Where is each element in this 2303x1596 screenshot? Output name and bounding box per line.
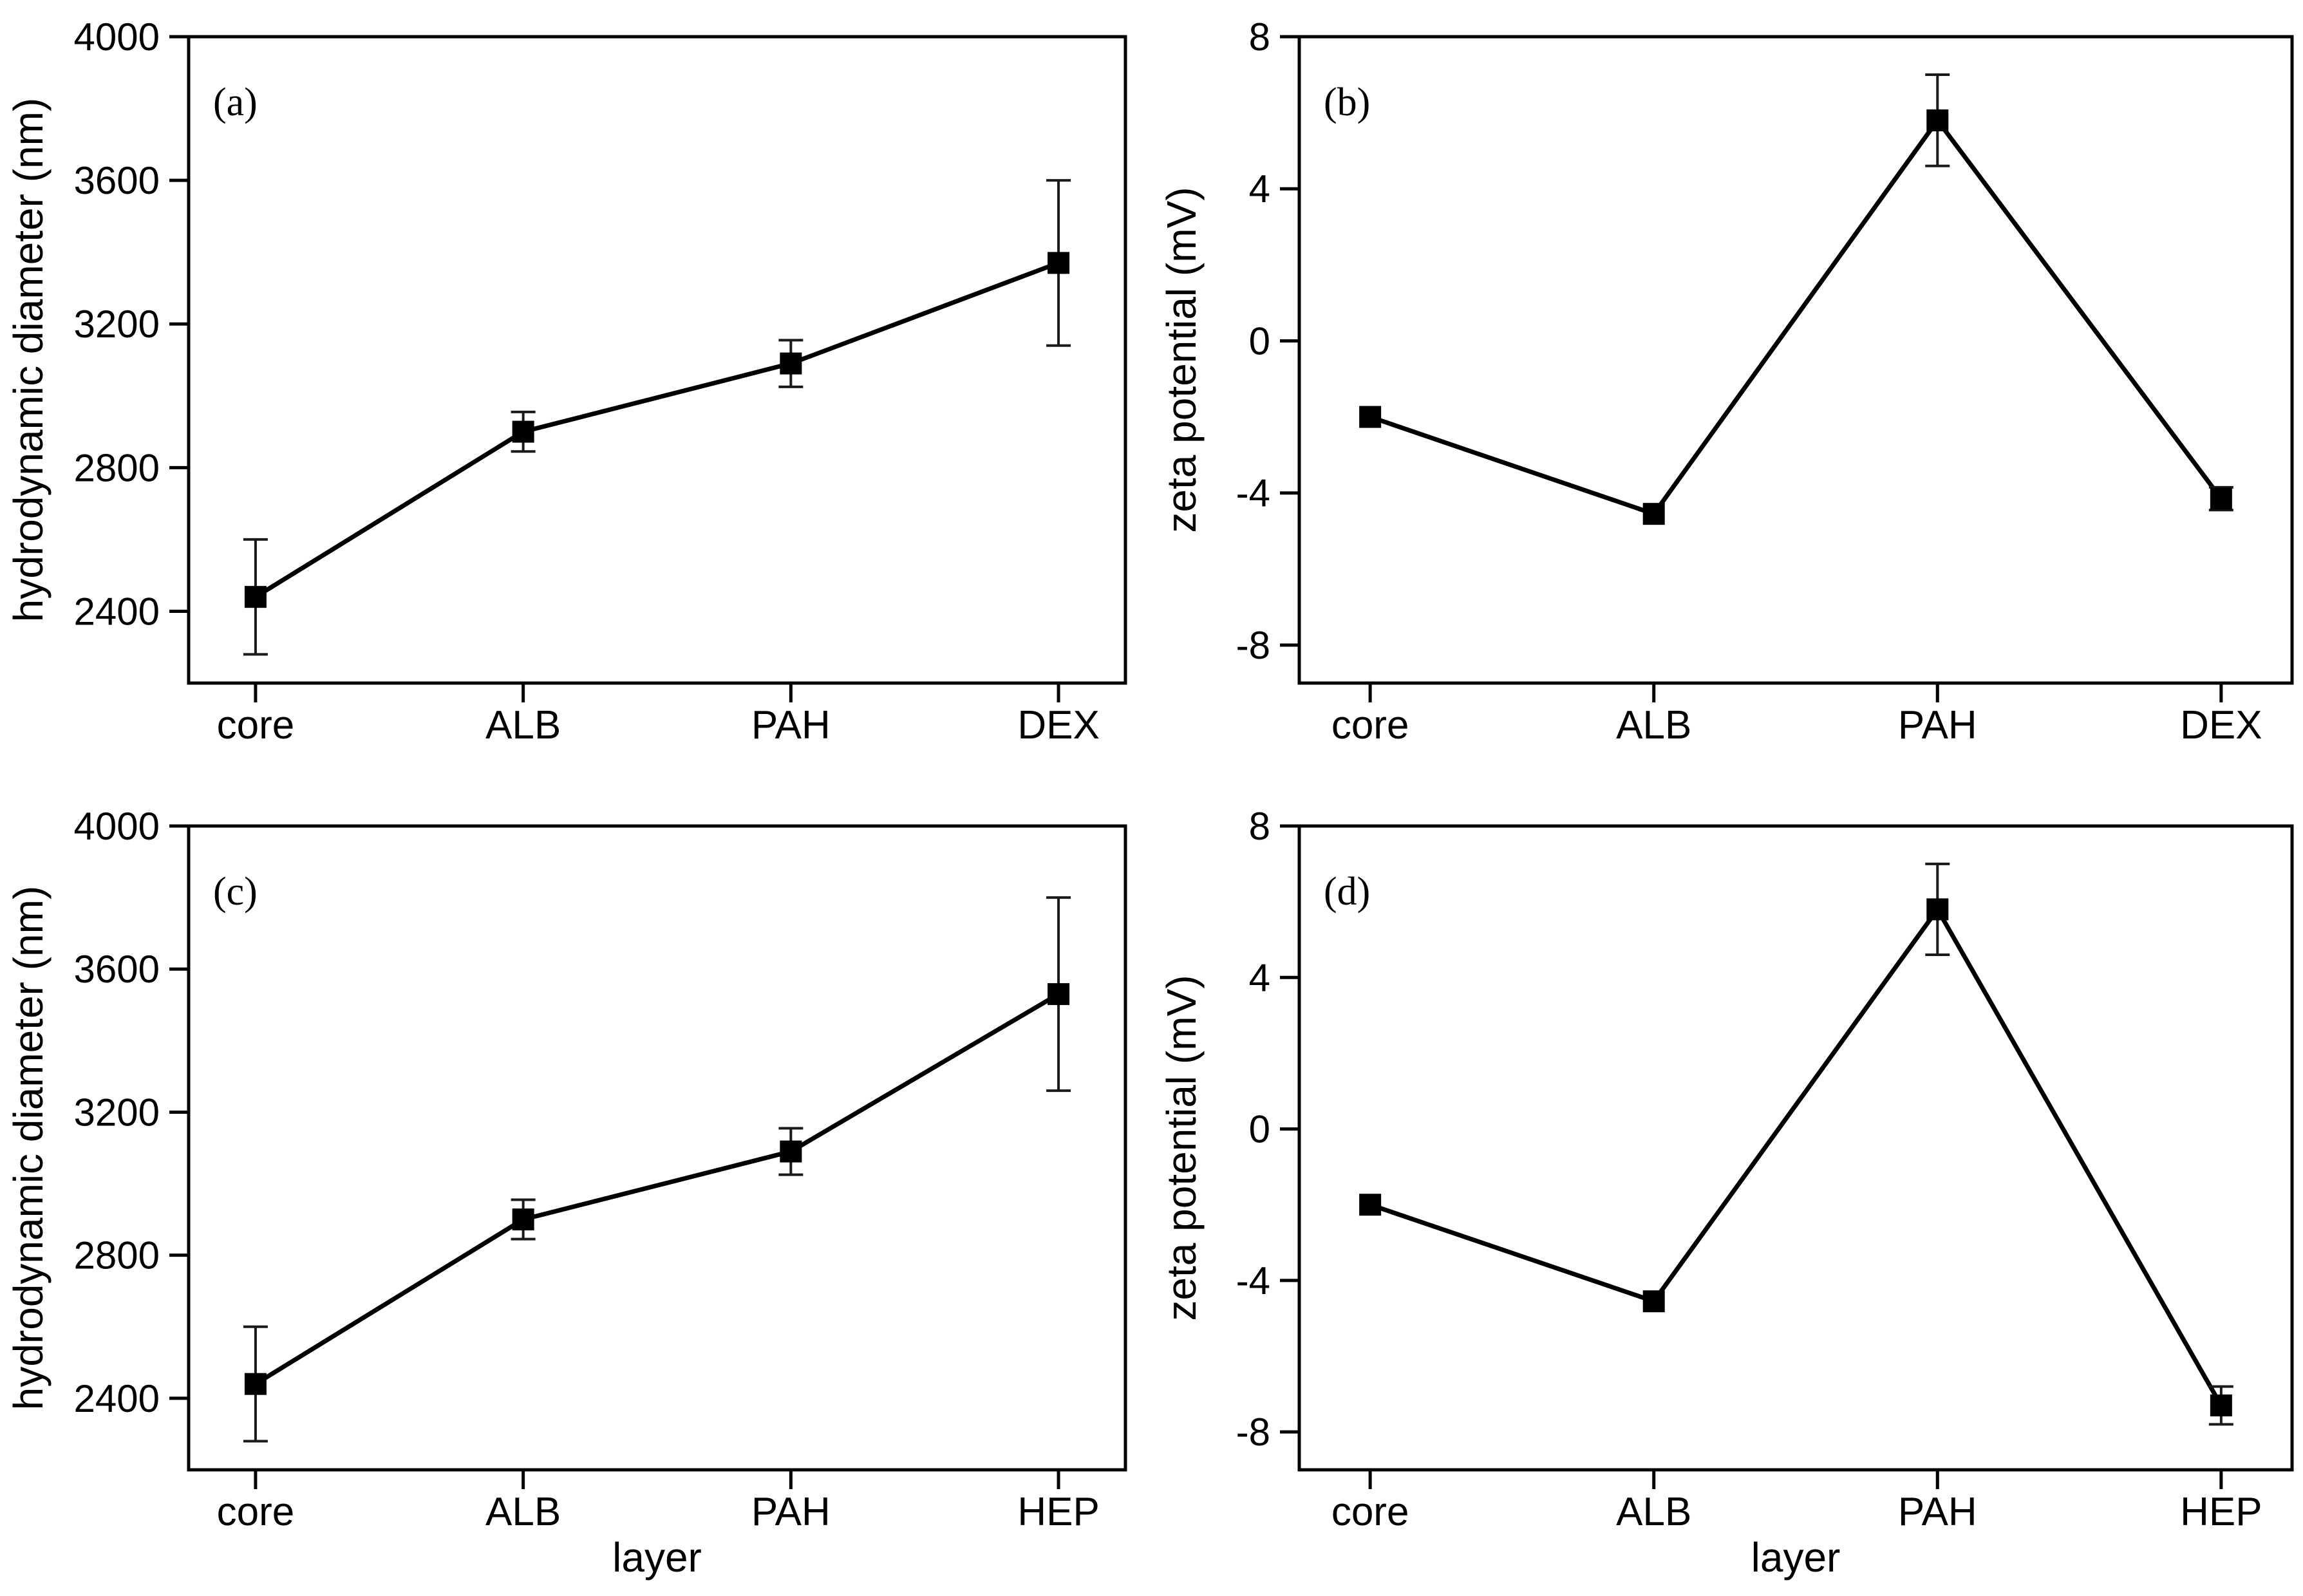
data-point-DEX bbox=[2210, 487, 2232, 510]
x-tick-label: ALB bbox=[485, 1490, 561, 1534]
y-tick-label: -4 bbox=[1236, 472, 1270, 515]
y-tick-label: 3200 bbox=[74, 1091, 160, 1134]
plot-frame bbox=[187, 824, 1127, 1472]
y-tick-label: 2400 bbox=[74, 590, 160, 633]
x-tick-label: ALB bbox=[485, 703, 561, 747]
y-tick-label: 0 bbox=[1249, 1108, 1270, 1151]
data-point-HEP bbox=[1048, 983, 1070, 1006]
data-line bbox=[1369, 117, 2223, 517]
data-point-core bbox=[1359, 406, 1382, 428]
y-tick-label: 2400 bbox=[74, 1377, 160, 1420]
data-point-core bbox=[244, 1373, 267, 1395]
y-tick-label: 2800 bbox=[74, 446, 160, 489]
y-axis-title: hydrodynamic diameter (nm) bbox=[5, 886, 52, 1411]
x-tick-label: PAH bbox=[751, 1490, 831, 1534]
x-tick-label: PAH bbox=[1898, 1490, 1977, 1534]
data-point-ALB bbox=[512, 1208, 534, 1231]
x-tick-label: core bbox=[217, 1490, 295, 1534]
y-tick-label: 3600 bbox=[74, 948, 160, 991]
data-point-core bbox=[1359, 1194, 1382, 1216]
y-axis-title: zeta potential (mV) bbox=[1158, 975, 1205, 1320]
y-tick-label: 4 bbox=[1249, 956, 1270, 999]
x-tick-label: core bbox=[217, 703, 295, 747]
y-tick-label: 0 bbox=[1249, 319, 1270, 362]
data-point-PAH bbox=[1926, 109, 1949, 131]
y-tick-label: 4 bbox=[1249, 167, 1270, 211]
y-tick-label: -8 bbox=[1236, 624, 1270, 667]
data-point-PAH bbox=[780, 1140, 802, 1163]
data-point-ALB bbox=[1642, 1290, 1665, 1313]
y-tick-label: 8 bbox=[1249, 805, 1270, 848]
panel-letter: (b) bbox=[1324, 80, 1370, 124]
y-tick-label: 4000 bbox=[74, 805, 160, 848]
panel-d: (d) zeta potential (mV) layer 8 4 0 -4 -8 cor… bbox=[1158, 805, 2294, 1581]
x-axis-title: layer bbox=[1751, 1534, 1841, 1581]
y-tick-label: 2800 bbox=[74, 1234, 160, 1277]
data-line bbox=[254, 992, 1060, 1386]
data-line bbox=[254, 261, 1060, 599]
data-line bbox=[1369, 905, 2223, 1407]
data-point-HEP bbox=[2210, 1394, 2232, 1416]
plot-frame bbox=[1297, 35, 2294, 685]
y-tick-label: -4 bbox=[1236, 1259, 1270, 1302]
panel-a: (a) hydrodynamic diameter (nm) 4000 3600 3… bbox=[5, 15, 1127, 747]
y-tick-label: 3600 bbox=[74, 159, 160, 202]
data-point-PAH bbox=[780, 352, 802, 375]
data-point-core bbox=[244, 586, 267, 608]
y-tick-label: -8 bbox=[1236, 1411, 1270, 1454]
x-axis-title: layer bbox=[612, 1534, 702, 1581]
data-point-PAH bbox=[1926, 898, 1949, 921]
x-tick-label: HEP bbox=[1017, 1490, 1099, 1534]
data-point-ALB bbox=[1642, 503, 1665, 525]
data-point-ALB bbox=[512, 420, 534, 443]
x-tick-label: ALB bbox=[1616, 1490, 1691, 1534]
x-tick-label: core bbox=[1331, 1490, 1409, 1534]
x-tick-label: ALB bbox=[1616, 703, 1691, 747]
panel-letter: (a) bbox=[213, 80, 258, 124]
y-tick-label: 4000 bbox=[74, 15, 160, 59]
y-tick-label: 3200 bbox=[74, 303, 160, 346]
x-tick-label: core bbox=[1331, 703, 1409, 747]
x-tick-label: HEP bbox=[2180, 1490, 2262, 1534]
x-tick-label: DEX bbox=[1017, 703, 1099, 747]
x-tick-label: DEX bbox=[2180, 703, 2262, 747]
panel-b: (b) zeta potential (mV) 8 4 0 -4 -8 core ALB PA… bbox=[1158, 15, 2294, 747]
y-tick-label: 8 bbox=[1249, 15, 1270, 59]
x-tick-label: PAH bbox=[751, 703, 831, 747]
x-tick-label: PAH bbox=[1898, 703, 1977, 747]
plot-frame bbox=[187, 35, 1127, 685]
panel-letter: (d) bbox=[1324, 870, 1370, 914]
panel-c: (c) hydrodynamic diameter (nm) layer 400… bbox=[5, 805, 1127, 1581]
data-point-DEX bbox=[1048, 252, 1070, 274]
y-axis-title: hydrodynamic diameter (nm) bbox=[5, 98, 52, 623]
y-axis-title: zeta potential (mV) bbox=[1158, 187, 1205, 532]
plot-frame bbox=[1297, 824, 2294, 1472]
panel-letter: (c) bbox=[213, 870, 258, 914]
